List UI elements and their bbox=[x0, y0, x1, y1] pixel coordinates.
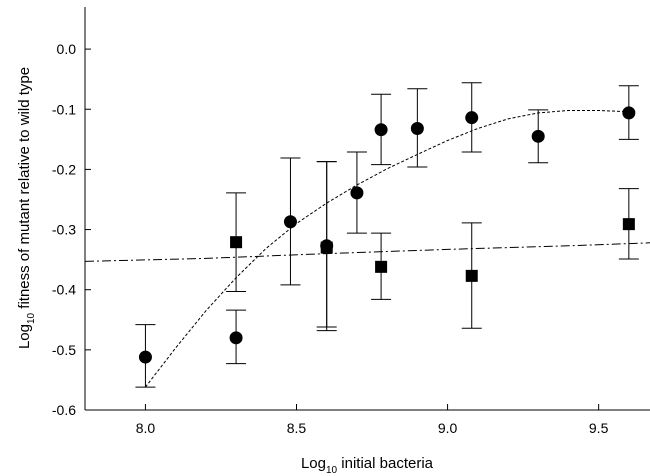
square-point bbox=[230, 236, 243, 249]
plot-area bbox=[85, 7, 650, 410]
x-ticks: 8.0 8.5 9.0 9.5 bbox=[136, 404, 609, 436]
circle-point bbox=[622, 106, 636, 120]
x-axis-label-suffix: initial bacteria bbox=[337, 455, 434, 472]
x-tick-label: 9.0 bbox=[438, 420, 458, 436]
y-ticks: 0.0 -0.1 -0.2 -0.3 -0.4 -0.5 -0.6 bbox=[52, 41, 91, 418]
y-tick-label: -0.1 bbox=[52, 101, 76, 117]
y-axis-label-suffix: fitness of mutant relative to wild type bbox=[16, 67, 33, 313]
dashed-fit-line bbox=[145, 110, 629, 388]
y-axis-label-subscript: 10 bbox=[26, 312, 37, 324]
circle-point bbox=[283, 215, 297, 229]
square-point bbox=[465, 269, 478, 282]
x-tick-label: 8.5 bbox=[287, 420, 307, 436]
x-axis-label-subscript: 10 bbox=[326, 465, 338, 476]
y-tick-label: -0.4 bbox=[52, 282, 76, 298]
y-tick-label: -0.5 bbox=[52, 342, 76, 358]
circle-point bbox=[465, 111, 479, 125]
y-axis-label: Log10 fitness of mutant relative to wild… bbox=[16, 67, 37, 349]
square-point bbox=[622, 218, 635, 231]
data-markers bbox=[138, 106, 636, 364]
circle-point bbox=[410, 122, 424, 136]
y-axis-label-prefix: Log bbox=[16, 324, 33, 349]
circle-point bbox=[138, 350, 152, 364]
y-tick-label: -0.6 bbox=[52, 402, 76, 418]
y-tick-label: -0.3 bbox=[52, 222, 76, 238]
fit-lines bbox=[84, 110, 650, 388]
square-point bbox=[375, 260, 388, 273]
circle-point bbox=[374, 123, 388, 137]
x-axis-label-prefix: Log bbox=[301, 455, 326, 472]
y-tick-label: -0.2 bbox=[52, 161, 76, 177]
x-axis-label: Log10 initial bacteria bbox=[301, 455, 434, 476]
circle-point bbox=[350, 186, 364, 200]
y-tick-label: 0.0 bbox=[57, 41, 77, 57]
x-tick-label: 8.0 bbox=[136, 420, 156, 436]
square-point bbox=[320, 241, 333, 254]
x-tick-label: 9.5 bbox=[589, 420, 609, 436]
circle-point bbox=[531, 129, 545, 143]
dash-dot-fit-line bbox=[84, 242, 650, 262]
circle-point bbox=[229, 331, 243, 345]
